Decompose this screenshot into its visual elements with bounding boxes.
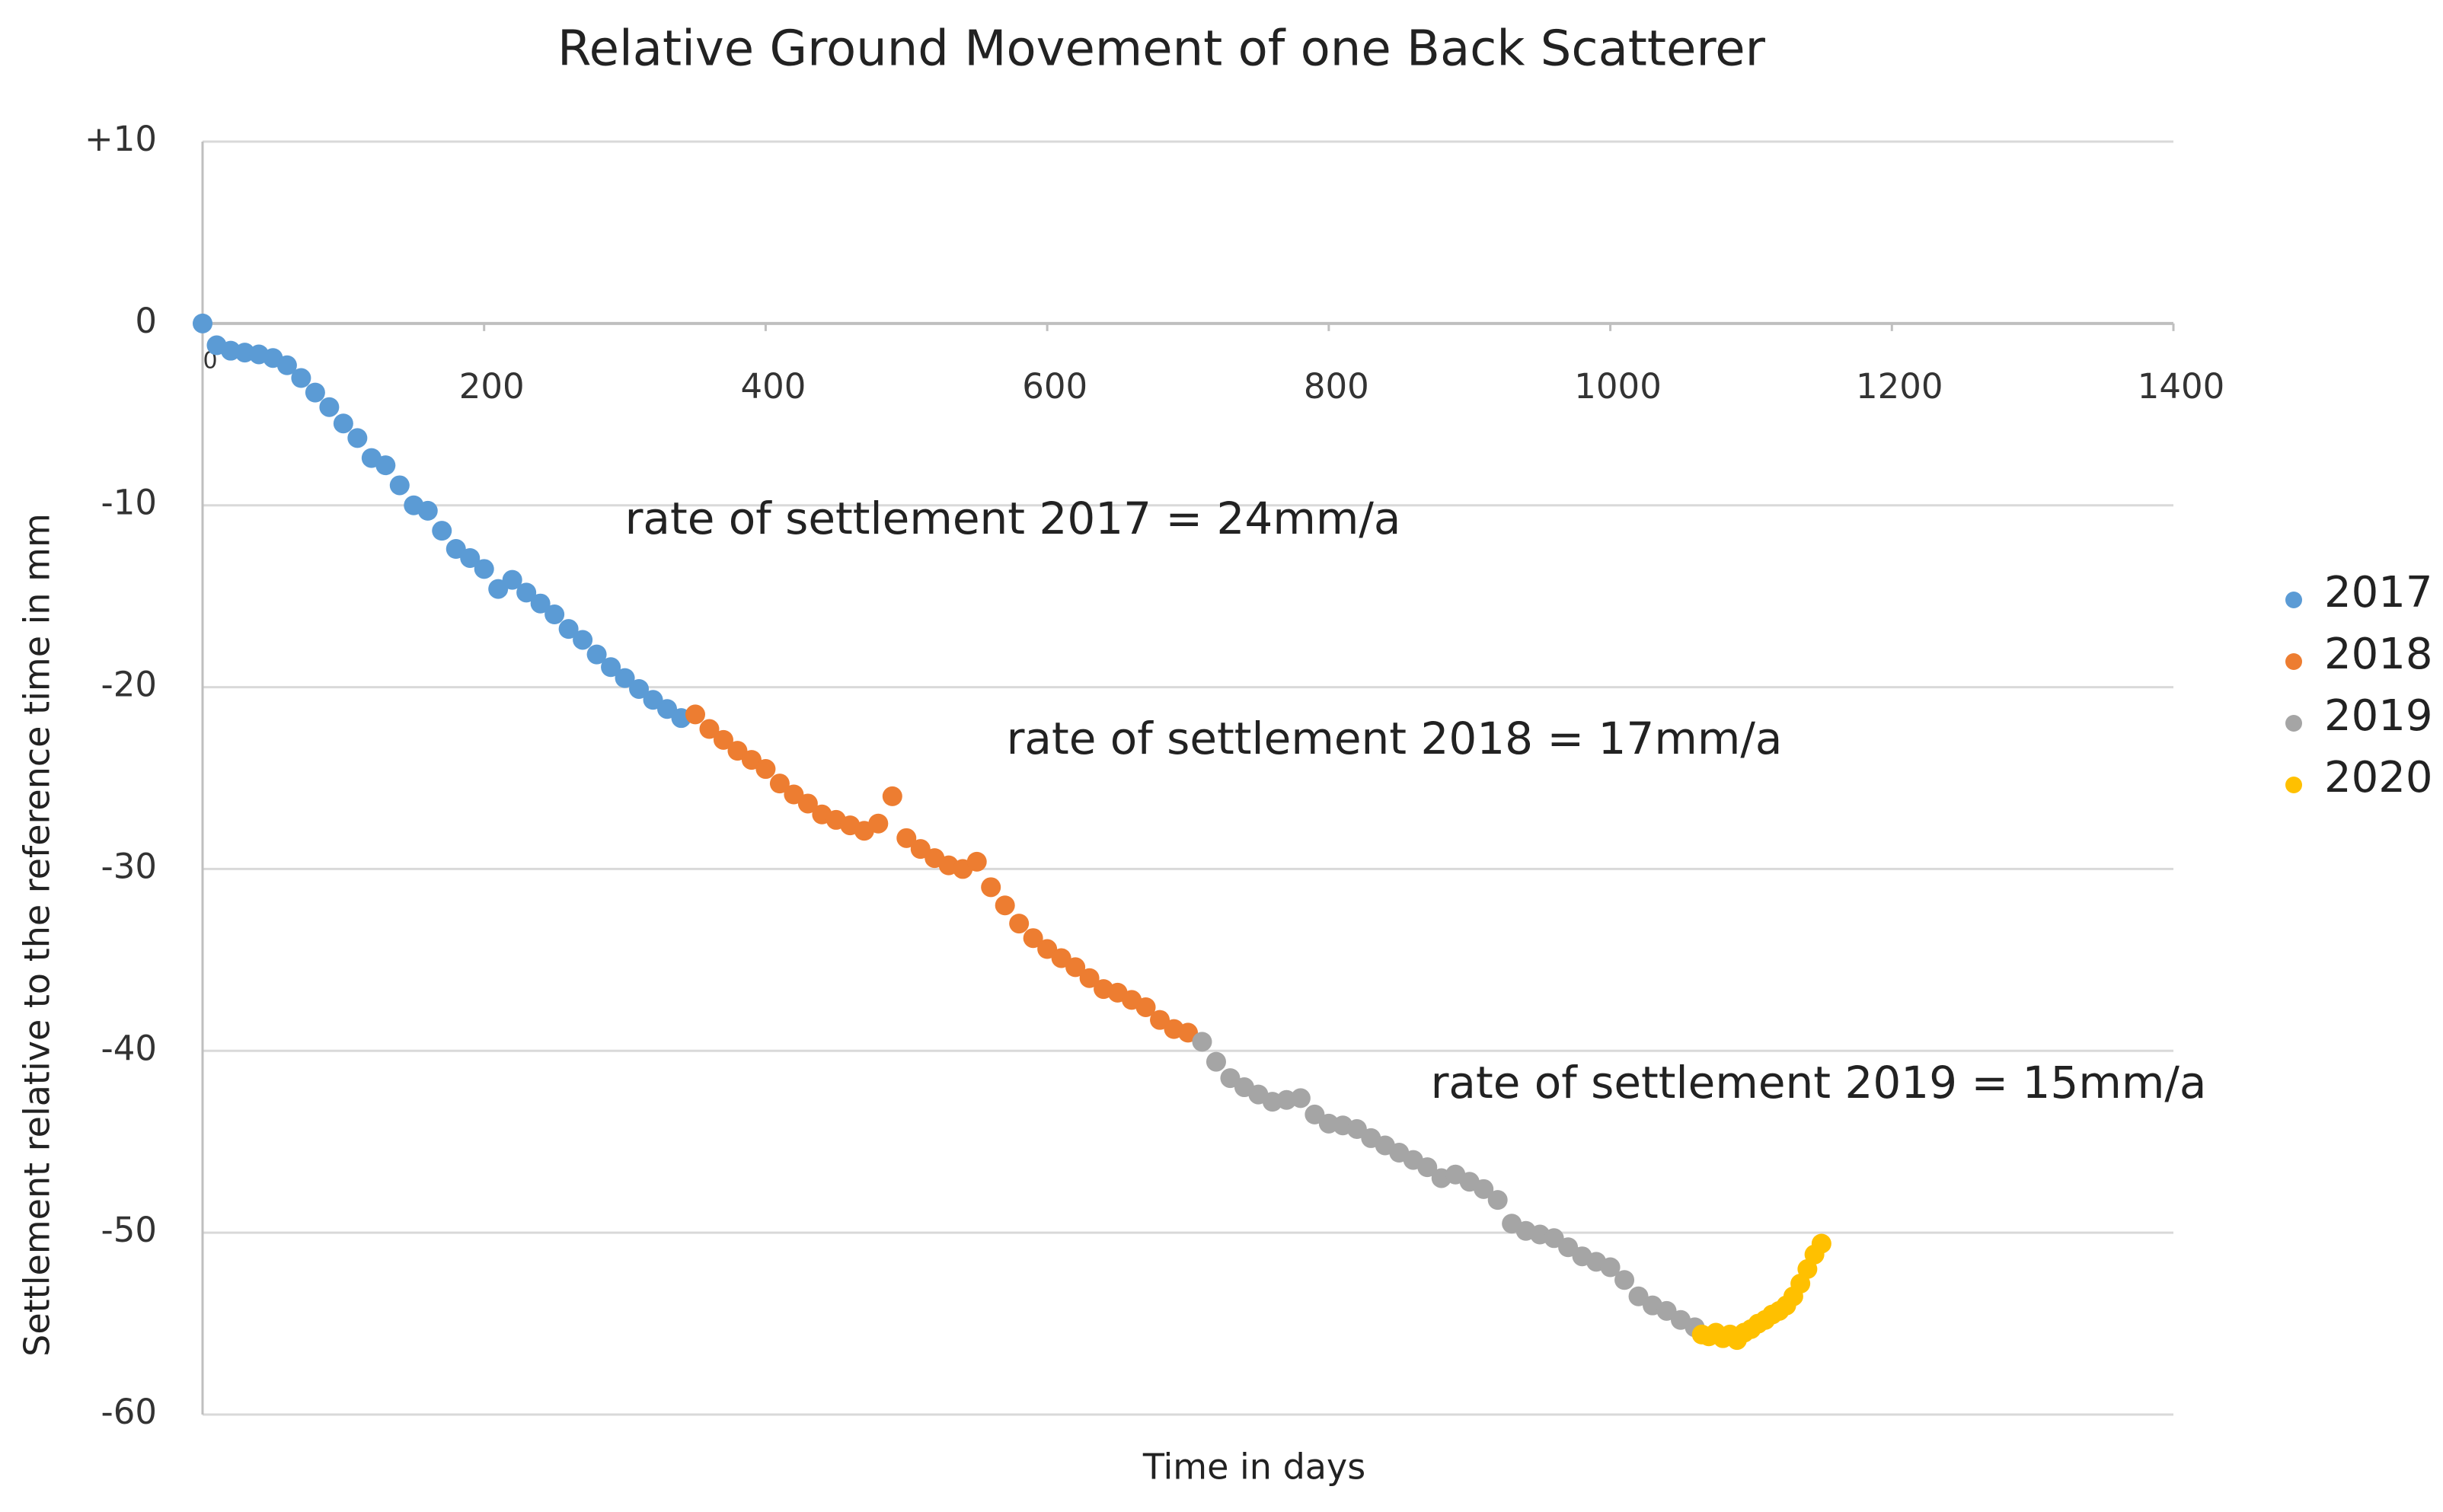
- data-point: [601, 657, 621, 678]
- y-tick-label: -30: [101, 846, 158, 886]
- data-point: [657, 699, 678, 719]
- data-point: [1558, 1237, 1579, 1258]
- data-point: [1206, 1051, 1226, 1072]
- legend-marker: [2285, 653, 2302, 670]
- data-point: [1346, 1118, 1367, 1139]
- legend-label: 2019: [2324, 691, 2433, 741]
- x-tick-label: 800: [1304, 366, 1369, 407]
- data-point: [586, 644, 607, 665]
- y-tick-label: 0: [135, 301, 157, 341]
- data-point: [643, 690, 663, 710]
- data-point: [432, 521, 452, 541]
- y-tick-label: -40: [101, 1028, 158, 1068]
- data-point: [713, 729, 733, 750]
- data-point: [573, 630, 593, 650]
- legend-label: 2020: [2324, 753, 2433, 802]
- data-point: [417, 500, 438, 521]
- y-tick-label: -60: [101, 1392, 158, 1432]
- data-point: [1811, 1233, 1831, 1254]
- data-point: [1178, 1022, 1198, 1043]
- x-tick-label: 400: [740, 366, 806, 407]
- legend-label: 2018: [2324, 630, 2433, 679]
- y-axis-title: Settlement relative to the reference tim…: [17, 513, 58, 1357]
- y-tick-label: -20: [101, 665, 158, 705]
- data-point: [1150, 1010, 1170, 1030]
- data-point: [797, 793, 818, 814]
- data-point: [769, 774, 790, 794]
- data-point: [784, 784, 804, 805]
- data-point: [868, 813, 889, 834]
- data-point: [445, 539, 466, 560]
- data-point: [896, 828, 917, 848]
- data-point: [347, 428, 368, 448]
- legend-marker: [2285, 715, 2302, 732]
- data-point: [558, 619, 579, 640]
- data-point: [727, 741, 748, 761]
- data-point: [474, 559, 494, 579]
- y-tick-label: +10: [85, 119, 157, 159]
- data-point: [1220, 1068, 1241, 1089]
- data-point: [615, 668, 635, 688]
- data-point: [516, 582, 537, 603]
- data-point: [995, 895, 1015, 916]
- data-point: [966, 851, 987, 872]
- x-tick-label: 200: [459, 366, 525, 407]
- data-point: [981, 877, 1001, 898]
- data-point: [305, 382, 325, 403]
- data-point: [488, 579, 509, 599]
- data-point: [276, 355, 297, 375]
- data-point: [1065, 957, 1086, 978]
- data-point: [629, 678, 650, 699]
- annotation: rate of settlement 2019 = 15mm/a: [1431, 1057, 2207, 1108]
- data-point: [460, 547, 481, 568]
- chart-title: Relative Ground Movement of one Back Sca…: [557, 21, 1766, 78]
- data-point: [1079, 968, 1100, 988]
- annotation: rate of settlement 2018 = 17mm/a: [1007, 713, 1783, 764]
- x-tick-label: 1400: [2138, 366, 2225, 407]
- annotation: rate of settlement 2017 = 24mm/a: [625, 493, 1401, 544]
- data-point: [333, 413, 353, 434]
- data-point: [1037, 939, 1058, 959]
- data-point: [1600, 1257, 1621, 1278]
- x-tick-label: 1000: [1574, 366, 1662, 407]
- data-point: [1656, 1300, 1677, 1321]
- data-point: [193, 313, 212, 333]
- x-tick-label: 600: [1022, 366, 1087, 407]
- data-point: [375, 455, 396, 476]
- data-point: [530, 593, 551, 614]
- data-point: [699, 719, 720, 739]
- data-point: [1628, 1286, 1649, 1306]
- data-point: [1009, 914, 1030, 934]
- data-point: [741, 750, 762, 770]
- legend-marker: [2285, 777, 2302, 793]
- data-point: [1614, 1270, 1635, 1290]
- data-point: [502, 569, 522, 590]
- data-point: [291, 368, 311, 388]
- data-point: [755, 759, 776, 780]
- data-point: [1290, 1088, 1311, 1108]
- data-point: [882, 786, 902, 806]
- data-point: [319, 397, 340, 417]
- data-point: [685, 704, 705, 725]
- data-point: [1023, 928, 1043, 949]
- legend-label: 2017: [2324, 568, 2433, 617]
- data-point: [910, 839, 931, 860]
- data-point: [1474, 1179, 1494, 1199]
- y-tick-label: -50: [101, 1210, 158, 1250]
- x-axis-title: Time in days: [1142, 1447, 1365, 1488]
- data-point: [1417, 1157, 1438, 1178]
- data-point: [1487, 1190, 1508, 1211]
- data-point: [1305, 1104, 1325, 1124]
- data-point: [389, 475, 410, 496]
- x-tick-label: 1200: [1856, 366, 1943, 407]
- data-point: [544, 604, 565, 625]
- data-point: [1192, 1032, 1212, 1052]
- data-point: [1135, 997, 1156, 1017]
- data-point: [1051, 948, 1071, 968]
- data-point: [1544, 1228, 1564, 1249]
- y-tick-label: -10: [101, 483, 158, 523]
- legend-marker: [2285, 592, 2302, 608]
